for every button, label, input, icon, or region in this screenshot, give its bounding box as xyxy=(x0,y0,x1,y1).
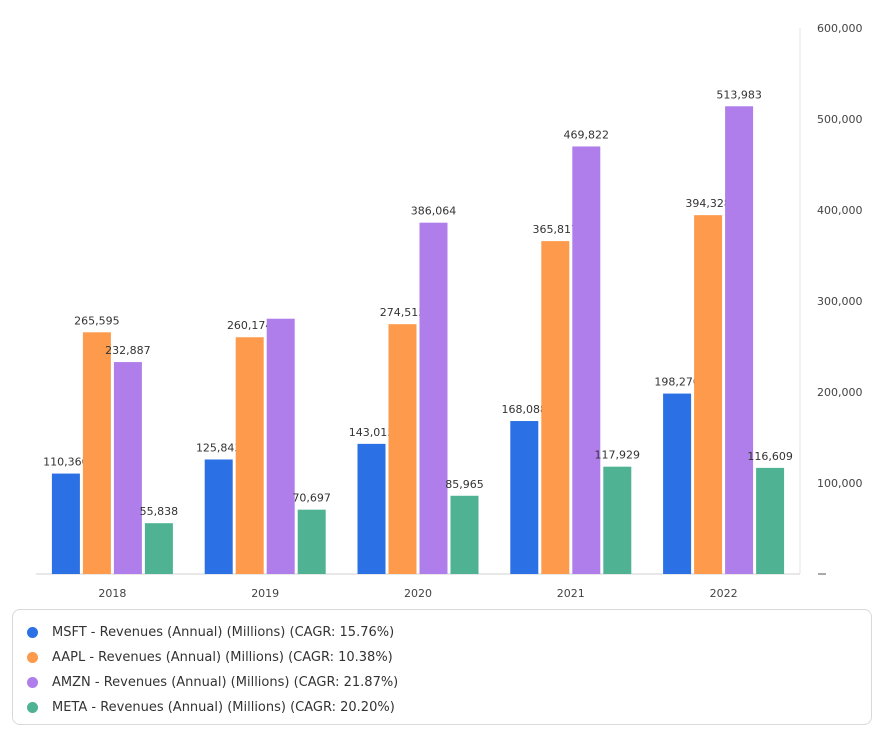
x-tick-label: 2019 xyxy=(251,587,279,600)
data-label: 143,015 xyxy=(349,426,395,439)
bar-aapl-2022[interactable] xyxy=(694,215,723,575)
bar-msft-2018[interactable] xyxy=(51,473,80,574)
bar-aapl-2018[interactable] xyxy=(82,332,111,574)
data-label: 168,088 xyxy=(502,403,548,416)
bar-amzn-2021[interactable] xyxy=(572,146,601,574)
x-tick-label: 2021 xyxy=(557,587,585,600)
legend-marker-amzn xyxy=(27,677,38,688)
y-tick-label: 500,000 xyxy=(817,113,863,126)
legend-marker-aapl xyxy=(27,652,38,663)
legend-label-meta: META - Revenues (Annual) (Millions) (CAG… xyxy=(52,700,395,715)
data-label: 125,843 xyxy=(196,441,242,454)
data-label: 469,822 xyxy=(564,128,610,141)
bar-msft-2021[interactable] xyxy=(510,421,539,574)
legend-marker-msft xyxy=(27,627,38,638)
legend-label-aapl: AAPL - Revenues (Annual) (Millions) (CAG… xyxy=(52,650,393,665)
data-label: 70,697 xyxy=(292,492,331,505)
bar-amzn-2020[interactable] xyxy=(419,222,448,574)
data-label: 55,838 xyxy=(140,505,179,518)
bar-meta-2019[interactable] xyxy=(297,509,326,574)
y-tick-label: 300,000 xyxy=(817,295,863,308)
legend-item-amzn[interactable]: AMZN - Revenues (Annual) (Millions) (CAG… xyxy=(27,670,857,695)
legend-label-amzn: AMZN - Revenues (Annual) (Millions) (CAG… xyxy=(52,675,399,690)
legend-item-meta[interactable]: META - Revenues (Annual) (Millions) (CAG… xyxy=(27,695,857,720)
y-tick-label: 400,000 xyxy=(817,204,863,217)
bar-meta-2018[interactable] xyxy=(144,523,173,574)
bar-aapl-2019[interactable] xyxy=(235,337,264,574)
bar-meta-2021[interactable] xyxy=(603,466,632,574)
bar-meta-2022[interactable] xyxy=(756,467,785,574)
bar-amzn-2019[interactable] xyxy=(266,318,295,574)
bar-aapl-2020[interactable] xyxy=(388,324,417,574)
legend: MSFT - Revenues (Annual) (Millions) (CAG… xyxy=(12,609,872,725)
x-tick-label: 2022 xyxy=(710,587,738,600)
legend-item-msft[interactable]: MSFT - Revenues (Annual) (Millions) (CAG… xyxy=(27,620,857,645)
bar-msft-2022[interactable] xyxy=(663,393,692,574)
legend-item-aapl[interactable]: AAPL - Revenues (Annual) (Millions) (CAG… xyxy=(27,645,857,670)
revenue-chart: 100,000 200,000 300,000 400,000 500,000 600,0… xyxy=(36,22,863,600)
data-label: 198,270 xyxy=(654,376,700,389)
y-tick-label: 100,000 xyxy=(817,477,863,490)
x-tick-label: 2020 xyxy=(404,587,432,600)
plot-area: 100,000 200,000 300,000 400,000 500,000 600,0… xyxy=(36,22,863,600)
bar-msft-2019[interactable] xyxy=(204,459,233,574)
bar-meta-2020[interactable] xyxy=(450,495,479,574)
data-label: 265,595 xyxy=(74,314,120,327)
data-label: 232,887 xyxy=(105,344,151,357)
data-label: 394,328 xyxy=(685,197,731,210)
data-label: 513,983 xyxy=(716,88,762,101)
y-tick-label: 200,000 xyxy=(817,386,863,399)
bar-amzn-2022[interactable] xyxy=(725,106,754,575)
x-tick-label: 2018 xyxy=(98,587,126,600)
data-label: 386,064 xyxy=(411,205,457,218)
data-label: 110,360 xyxy=(43,456,89,469)
legend-label-msft: MSFT - Revenues (Annual) (Millions) (CAG… xyxy=(52,625,395,640)
data-label: 260,174 xyxy=(227,319,273,332)
bar-aapl-2021[interactable] xyxy=(541,241,570,574)
legend-marker-meta xyxy=(27,702,38,713)
bar-amzn-2018[interactable] xyxy=(113,362,142,574)
bar-msft-2020[interactable] xyxy=(357,443,386,574)
data-label: 116,609 xyxy=(747,450,793,463)
data-label: 117,929 xyxy=(595,449,641,462)
data-label: 365,817 xyxy=(533,223,579,236)
y-tick-label: 600,000 xyxy=(817,22,863,35)
data-label: 274,515 xyxy=(380,306,426,319)
data-label: 85,965 xyxy=(445,478,484,491)
